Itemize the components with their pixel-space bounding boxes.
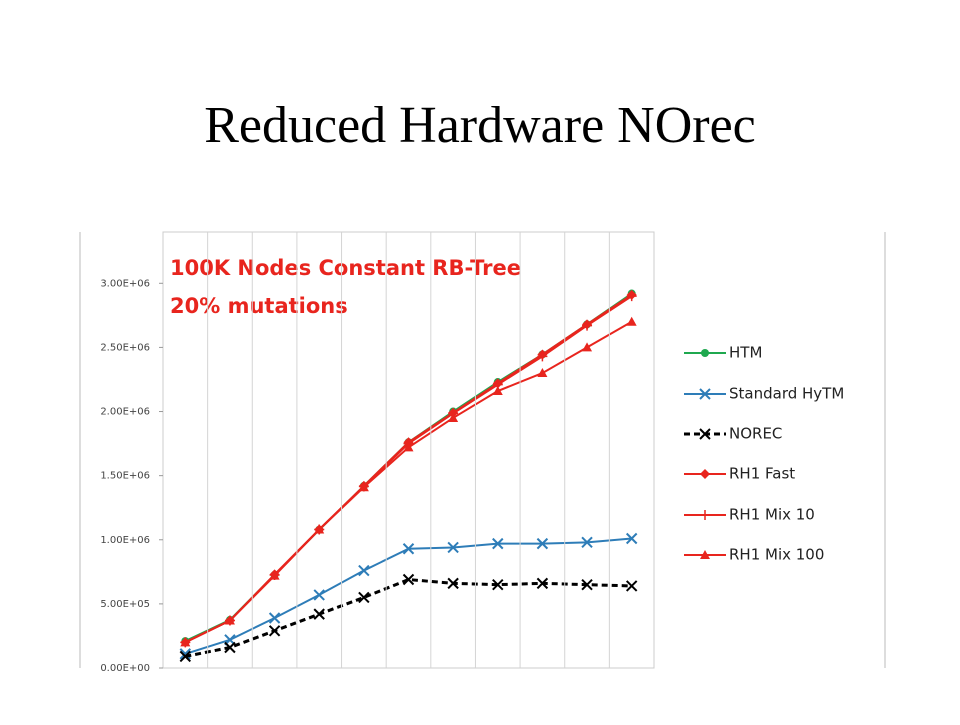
marker — [581, 536, 593, 549]
marker — [625, 532, 638, 545]
marker — [536, 537, 549, 550]
y-tick-label: 3.00E+06 — [100, 278, 150, 289]
marker — [402, 573, 415, 586]
legend-label: HTM — [729, 344, 762, 362]
legend-marker — [700, 550, 710, 559]
marker — [179, 650, 192, 663]
y-tick-label: 2.50E+06 — [100, 342, 150, 353]
series — [180, 291, 637, 648]
legend-marker — [699, 428, 711, 440]
series — [180, 289, 637, 648]
marker — [313, 608, 325, 620]
marker — [625, 580, 638, 592]
marker — [224, 641, 236, 654]
y-tick-label: 0.00E+00 — [100, 663, 150, 674]
series-line — [185, 577, 632, 658]
marker — [358, 564, 370, 577]
legend-label: RH1 Mix 100 — [729, 546, 824, 564]
series — [179, 573, 638, 663]
y-tick-label: 2.00E+06 — [100, 407, 150, 418]
legend-marker — [699, 388, 711, 400]
annotation: 20% mutations — [170, 294, 348, 318]
marker — [402, 543, 415, 555]
legend-marker — [700, 469, 710, 479]
legend-label: RH1 Mix 10 — [729, 506, 815, 524]
series — [180, 316, 637, 647]
marker — [492, 578, 504, 591]
legend-label: Standard HyTM — [729, 385, 844, 403]
marker — [448, 412, 459, 422]
plot — [179, 289, 638, 663]
series — [181, 289, 636, 646]
y-tick-label: 1.00E+06 — [100, 535, 150, 546]
marker — [536, 577, 549, 590]
y-tick-label: 5.00E+05 — [100, 599, 150, 610]
marker — [224, 615, 235, 625]
marker — [537, 351, 548, 362]
slide-title: Reduced Hardware NOrec — [204, 97, 755, 154]
marker — [582, 320, 593, 331]
marker — [180, 637, 191, 647]
marker — [268, 625, 281, 637]
marker — [269, 570, 280, 580]
marker — [492, 537, 504, 550]
marker — [358, 482, 369, 492]
marker — [314, 524, 325, 534]
marker — [403, 442, 414, 452]
marker — [582, 342, 593, 352]
marker — [626, 291, 637, 302]
y-tick-label: 1.50E+06 — [100, 471, 150, 482]
marker — [447, 541, 459, 554]
marker — [358, 591, 370, 604]
legend-label: RH1 Fast — [729, 465, 795, 483]
marker — [313, 589, 325, 601]
marker — [492, 386, 503, 396]
legend-label: NOREC — [729, 425, 782, 443]
marker — [268, 612, 281, 624]
marker — [537, 368, 548, 378]
marker — [447, 577, 459, 590]
legend-marker — [701, 349, 709, 357]
marker — [626, 316, 637, 326]
marker — [581, 578, 593, 591]
plot-area — [162, 231, 655, 669]
legend-marker — [700, 510, 710, 520]
annotation: 100K Nodes Constant RB-Tree — [170, 256, 521, 280]
